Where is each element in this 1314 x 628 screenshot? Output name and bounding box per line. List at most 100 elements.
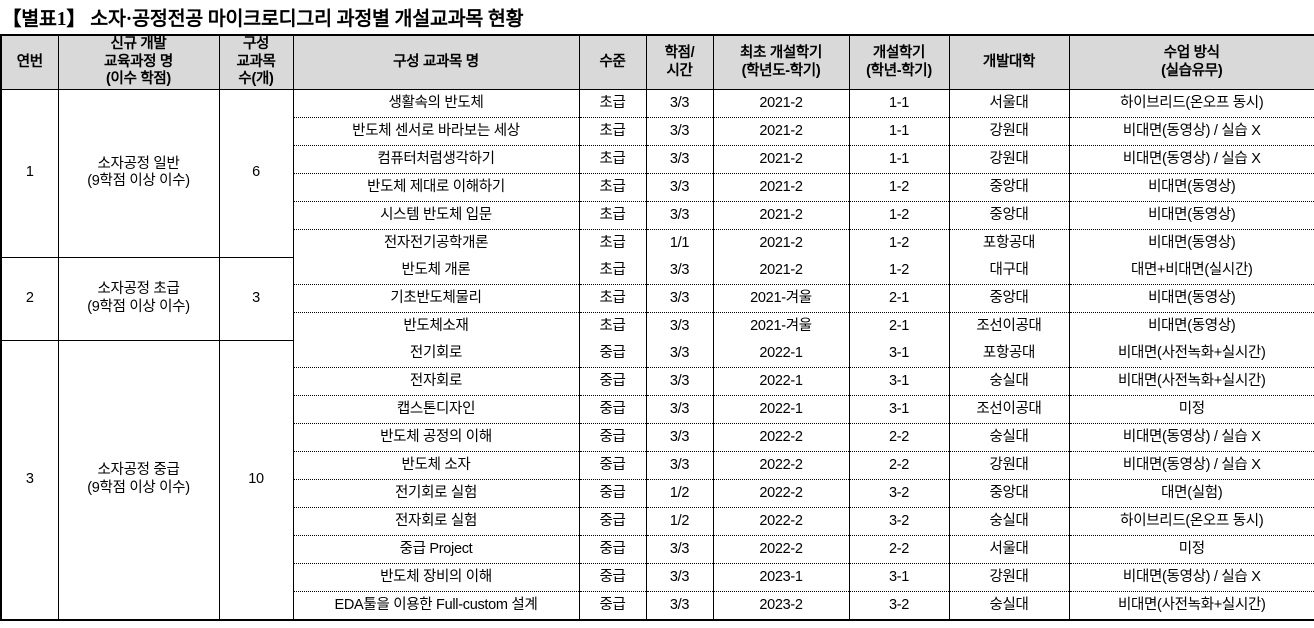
cell-level: 초급: [578, 257, 647, 285]
table-row: 전자회로 실험 중급 1/2 2022-2 3-2 숭실대 하이브리드(온오프 동시): [1, 507, 1314, 536]
cell-university: 숭실대: [948, 367, 1070, 396]
cell-university: 중앙대: [948, 173, 1070, 202]
table-row: 반도체 장비의 이해 중급 3/3 2023-1 3-1 강원대 비대면(동영상) / 실습…: [1, 563, 1314, 592]
cell-credit-hours: 1/2: [645, 479, 714, 508]
cell-credit-hours: 3/3: [645, 173, 714, 202]
cell-university: 조선이공대: [948, 312, 1070, 341]
header-seq: 연번: [0, 35, 59, 91]
cell-level: 초급: [578, 229, 647, 258]
table-row: 기초반도체물리 초급 3/3 2021-겨울 2-1 중앙대 비대면(동영상): [1, 284, 1314, 313]
header-course-count: 구성 교과목 수(개): [218, 35, 294, 91]
cell-level: 중급: [578, 340, 647, 368]
cell-first-term: 2023-2: [712, 591, 850, 621]
cell-term: 3-1: [848, 395, 950, 424]
cell-course-name: 전자회로 실험: [292, 507, 580, 536]
cell-credit-hours: 3/3: [645, 257, 714, 285]
table-row: 시스템 반도체 입문 초급 3/3 2021-2 1-2 중앙대 비대면(동영상): [1, 201, 1314, 230]
cell-course-name: 전자회로: [292, 367, 580, 396]
cell-term: 1-1: [848, 117, 950, 146]
cell-course-count: 3: [218, 256, 294, 341]
header-method: 수업 방식 (실습유무): [1068, 35, 1314, 91]
table-row: 전자회로 중급 3/3 2022-1 3-1 숭실대 비대면(사전녹화+실시간): [1, 367, 1314, 396]
cell-teaching-method: 미정: [1068, 535, 1314, 564]
header-row: 연번 신규 개발 교육과정 명 (이수 학점) 구성 교과목 수(개) 구성 교…: [0, 35, 1314, 91]
table-row: EDA툴을 이용한 Full-custom 설계 중급 3/3 2023-2 3-2 숭실…: [1, 591, 1314, 621]
cell-term: 1-1: [848, 89, 950, 118]
cell-level: 중급: [578, 535, 647, 564]
cell-level: 초급: [578, 173, 647, 202]
cell-first-term: 2021-2: [712, 117, 850, 146]
program-name-label: 소자공정 초급: [97, 280, 180, 297]
table-row: 2 소자공정 초급 (9학점 이상 이수) 3 반도체 개론 초급 3/3 2021-2 1-2…: [0, 256, 1314, 341]
cell-first-term: 2021-2: [712, 145, 850, 174]
table-row: 반도체 제대로 이해하기 초급 3/3 2021-2 1-2 중앙대 비대면(동영상): [1, 173, 1314, 202]
cell-university: 조선이공대: [948, 395, 1070, 424]
table-header: 연번 신규 개발 교육과정 명 (이수 학점) 구성 교과목 수(개) 구성 교…: [0, 35, 1314, 91]
cell-term: 2-1: [848, 284, 950, 313]
cell-teaching-method: 비대면(사전녹화+실시간): [1068, 591, 1314, 621]
cell-level: 중급: [578, 451, 647, 480]
cell-credit-hours: 3/3: [645, 145, 714, 174]
cell-credit-hours: 3/3: [645, 395, 714, 424]
cell-first-term: 2022-2: [712, 423, 850, 452]
cell-level: 중급: [578, 479, 647, 508]
header-term: 개설학기 (학년-학기): [848, 35, 950, 91]
cell-level: 초급: [578, 284, 647, 313]
header-course-name-label: 구성 교과목 명: [393, 53, 479, 70]
cell-credit-hours: 3/3: [645, 423, 714, 452]
cell-level: 중급: [578, 563, 647, 592]
cell-university: 강원대: [948, 563, 1070, 592]
cell-course-name: 반도체소재: [292, 312, 580, 341]
cell-term: 2-2: [848, 451, 950, 480]
cell-term: 1-2: [848, 257, 950, 285]
cell-course-name: 시스템 반도체 입문: [292, 201, 580, 230]
table-row: 중급 Project 중급 3/3 2022-2 2-2 서울대 미정: [1, 535, 1314, 564]
header-term-line1: 개설학기: [872, 44, 926, 61]
header-credit-line2: 시간: [666, 62, 693, 79]
cell-first-term: 2021-2: [712, 257, 850, 285]
table-row: 전자전기공학개론 초급 1/1 2021-2 1-2 포항공대 비대면(동영상): [1, 229, 1314, 258]
header-credit-line1: 학점/: [664, 44, 695, 61]
cell-teaching-method: 비대면(동영상): [1068, 229, 1314, 258]
cell-credit-hours: 3/3: [645, 367, 714, 396]
cell-sequence-number: 3: [0, 339, 59, 621]
cell-course-name: 생활속의 반도체: [292, 89, 580, 118]
cell-credit-hours: 3/3: [645, 591, 714, 621]
cell-credit-hours: 1/1: [645, 229, 714, 258]
program-credit-label: (9학점 이상 이수): [87, 298, 190, 315]
cell-first-term: 2022-2: [712, 479, 850, 508]
table-row: 1 소자공정 일반 (9학점 이상 이수) 6 생활속의 반도체 초급 3/3 2021-2 1…: [0, 89, 1314, 258]
header-term-line2: (학년-학기): [866, 62, 932, 79]
table-row: 캡스톤디자인 중급 3/3 2022-1 3-1 조선이공대 미정: [1, 395, 1314, 424]
cell-university: 강원대: [948, 451, 1070, 480]
cell-credit-hours: 3/3: [645, 340, 714, 368]
header-program: 신규 개발 교육과정 명 (이수 학점): [57, 35, 220, 91]
page-title: 【별표1】 소자·공정전공 마이크로디그리 과정별 개설교과목 현황: [2, 9, 524, 30]
cell-first-term: 2021-2: [712, 229, 850, 258]
table-row: 반도체 공정의 이해 중급 3/3 2022-2 2-2 숭실대 비대면(동영상) / 실습…: [1, 423, 1314, 452]
cell-course-count: 10: [218, 339, 294, 621]
header-seq-label: 연번: [16, 53, 43, 70]
cell-course-name: 반도체 장비의 이해: [292, 563, 580, 592]
table-row: 반도체 소자 중급 3/3 2022-2 2-2 강원대 비대면(동영상) / 실습 X: [1, 451, 1314, 480]
table-row: 반도체소재 초급 3/3 2021-겨울 2-1 조선이공대 비대면(동영상): [1, 312, 1314, 341]
cell-university: 서울대: [948, 89, 1070, 118]
program-name-label: 소자공정 중급: [97, 462, 180, 479]
cell-teaching-method: 하이브리드(온오프 동시): [1068, 507, 1314, 536]
header-count-line3: 수(개): [238, 71, 274, 88]
cell-university: 중앙대: [948, 201, 1070, 230]
cell-course-name: 중급 Project: [292, 535, 580, 564]
cell-teaching-method: 비대면(동영상): [1068, 312, 1314, 341]
cell-level: 초급: [578, 312, 647, 341]
program-name-label: 소자공정 일반: [97, 155, 180, 172]
cell-term: 2-2: [848, 423, 950, 452]
cell-first-term: 2021-2: [712, 173, 850, 202]
header-credit: 학점/ 시간: [645, 35, 714, 91]
cell-teaching-method: 비대면(동영상) / 실습 X: [1068, 423, 1314, 452]
header-count-line2: 교과목: [236, 53, 276, 70]
table-row: 전기회로 실험 중급 1/2 2022-2 3-2 중앙대 대면(실험): [1, 479, 1314, 508]
cell-course-name: EDA툴을 이용한 Full-custom 설계: [292, 591, 580, 621]
curriculum-table: 연번 신규 개발 교육과정 명 (이수 학점) 구성 교과목 수(개) 구성 교…: [0, 34, 1314, 622]
cell-first-term: 2021-겨울: [712, 312, 850, 341]
